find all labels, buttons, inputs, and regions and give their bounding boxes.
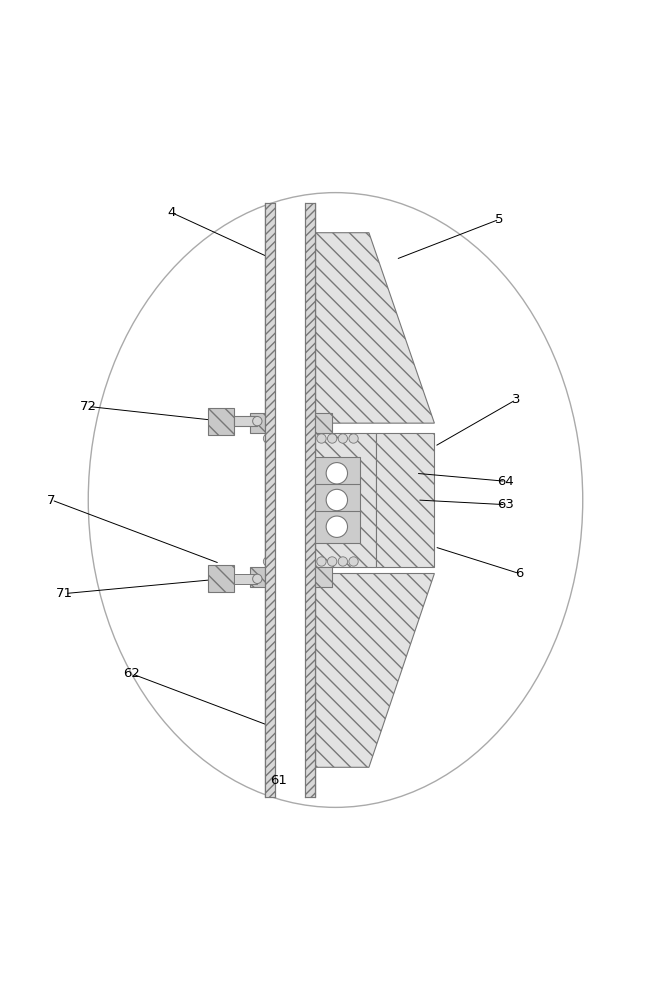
Polygon shape xyxy=(305,203,315,797)
Polygon shape xyxy=(275,203,305,797)
Circle shape xyxy=(326,463,348,484)
Bar xyxy=(234,574,257,584)
Circle shape xyxy=(274,557,283,566)
Polygon shape xyxy=(250,567,264,587)
Circle shape xyxy=(317,434,326,443)
Text: 4: 4 xyxy=(168,206,176,219)
Text: 5: 5 xyxy=(495,213,503,226)
Polygon shape xyxy=(264,413,332,433)
Polygon shape xyxy=(315,574,434,767)
Circle shape xyxy=(327,557,337,566)
Circle shape xyxy=(306,434,315,443)
Circle shape xyxy=(274,434,283,443)
Polygon shape xyxy=(208,408,234,435)
Polygon shape xyxy=(305,203,315,797)
Text: 71: 71 xyxy=(56,587,73,600)
Text: 6: 6 xyxy=(515,567,523,580)
Circle shape xyxy=(253,574,262,584)
Circle shape xyxy=(326,516,348,537)
Text: 64: 64 xyxy=(497,475,514,488)
Circle shape xyxy=(285,434,294,443)
Circle shape xyxy=(317,557,326,566)
Polygon shape xyxy=(315,233,434,423)
Circle shape xyxy=(285,557,294,566)
Circle shape xyxy=(295,557,305,566)
Polygon shape xyxy=(313,484,360,516)
Circle shape xyxy=(338,434,348,443)
Polygon shape xyxy=(250,413,264,433)
Circle shape xyxy=(349,434,358,443)
Text: 7: 7 xyxy=(47,494,56,507)
Polygon shape xyxy=(234,416,257,426)
Circle shape xyxy=(263,434,272,443)
Polygon shape xyxy=(264,567,332,587)
Circle shape xyxy=(327,434,337,443)
Polygon shape xyxy=(313,457,360,489)
Circle shape xyxy=(253,416,262,426)
Polygon shape xyxy=(275,203,305,797)
Circle shape xyxy=(263,557,272,566)
Polygon shape xyxy=(264,203,275,797)
Text: 72: 72 xyxy=(80,400,97,413)
Polygon shape xyxy=(313,511,360,543)
Circle shape xyxy=(306,557,315,566)
Circle shape xyxy=(349,557,358,566)
Text: 63: 63 xyxy=(497,498,515,511)
Polygon shape xyxy=(264,433,376,567)
Text: 3: 3 xyxy=(512,393,520,406)
Polygon shape xyxy=(208,565,234,592)
Polygon shape xyxy=(264,203,275,797)
Circle shape xyxy=(295,434,305,443)
Circle shape xyxy=(326,489,348,511)
Text: 61: 61 xyxy=(270,774,287,787)
Polygon shape xyxy=(376,433,434,567)
Circle shape xyxy=(338,557,348,566)
Text: 62: 62 xyxy=(123,667,140,680)
